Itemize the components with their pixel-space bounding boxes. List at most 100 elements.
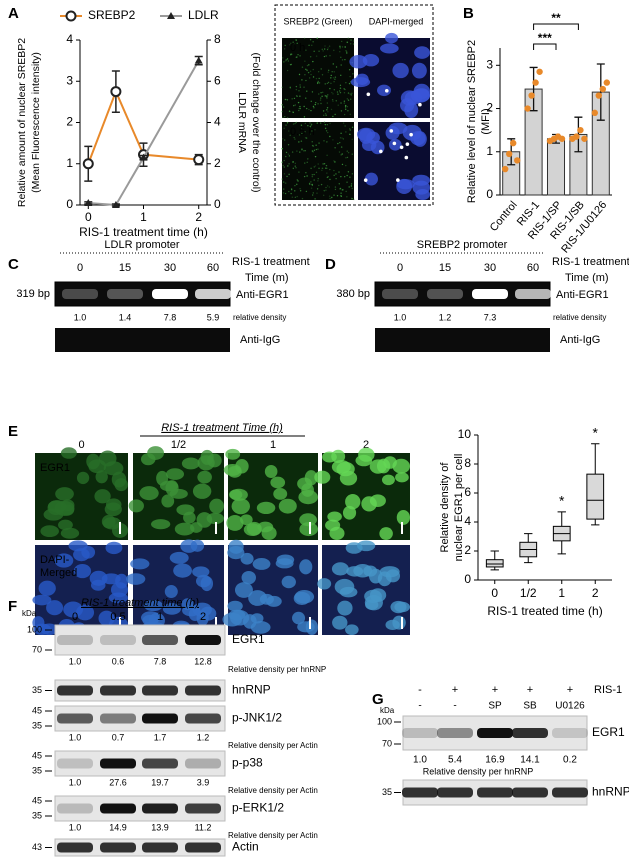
speckle	[323, 121, 326, 123]
speckle	[290, 192, 292, 195]
x-tick-label: 1/2	[520, 586, 537, 600]
nucleus	[299, 522, 318, 537]
band	[142, 758, 178, 769]
speckle	[326, 107, 329, 109]
micrograph-frame	[274, 4, 434, 206]
speckle	[352, 73, 354, 75]
speckle	[293, 97, 296, 100]
nucleus	[174, 522, 195, 536]
band	[100, 803, 136, 814]
nucleus	[357, 540, 376, 552]
speckle	[346, 150, 348, 152]
density-value: 7.8	[154, 656, 167, 666]
lane-label: 60	[207, 262, 219, 274]
lane-label: 30	[164, 262, 176, 274]
nucleus	[32, 616, 45, 630]
nucleus	[299, 559, 313, 575]
speckle	[286, 69, 289, 72]
treatment-title: RIS-1 treatment Time (h)	[161, 422, 283, 434]
speckle	[318, 93, 320, 95]
speckle	[316, 37, 318, 39]
density-value: 1.7	[154, 732, 167, 742]
nucleus	[173, 563, 192, 578]
lane-label: 15	[119, 262, 131, 274]
band	[57, 758, 93, 769]
speckle	[342, 122, 345, 124]
speckle	[325, 189, 327, 191]
marker-dot	[384, 88, 389, 93]
speckle	[323, 190, 326, 192]
speckle	[331, 91, 333, 94]
nucleus	[369, 494, 386, 508]
speckle	[339, 141, 341, 144]
band	[57, 842, 93, 853]
nucleus	[143, 600, 163, 612]
speckle	[346, 174, 348, 177]
speckle	[283, 188, 285, 190]
data-point	[139, 153, 148, 161]
band	[100, 685, 136, 696]
lane-label: 60	[527, 262, 539, 274]
column-label: 1	[270, 439, 276, 451]
speckle	[310, 73, 312, 76]
speckle	[307, 158, 309, 160]
legend-marker	[167, 12, 175, 19]
nucleus	[414, 46, 430, 59]
nucleus	[169, 488, 188, 499]
speckle	[344, 88, 346, 91]
treatment-label: Time (m)	[565, 272, 609, 284]
nucleus	[38, 580, 56, 596]
speckle	[297, 101, 300, 104]
data-point	[84, 198, 93, 206]
speckle	[322, 194, 325, 197]
time-label: 0 h	[290, 42, 305, 54]
y-tick-label: 4	[464, 514, 471, 528]
speckle	[310, 100, 312, 103]
speckle	[334, 76, 337, 78]
y-tick-label: 2	[66, 115, 73, 129]
band	[185, 713, 221, 724]
inhibitor-label: SP	[488, 701, 502, 712]
speckle	[317, 180, 319, 182]
speckle	[318, 50, 320, 52]
speckle	[316, 192, 318, 194]
marker-dot	[418, 102, 422, 107]
speckle	[343, 176, 346, 178]
speckle	[320, 97, 322, 99]
nucleus	[241, 570, 256, 585]
nucleus	[114, 478, 128, 492]
nucleus	[243, 523, 262, 537]
nucleus	[250, 620, 271, 634]
band	[437, 728, 473, 738]
nucleus	[337, 600, 353, 616]
speckle	[353, 198, 355, 201]
speckle	[321, 167, 323, 170]
speckle	[308, 44, 310, 47]
speckle	[338, 90, 341, 92]
speckle	[345, 131, 347, 133]
speckle	[316, 122, 318, 124]
band	[512, 787, 548, 798]
y2-tick-label: 6	[214, 73, 221, 87]
speckle	[295, 121, 298, 124]
protein-label: p-ERK1/2	[232, 801, 284, 815]
kda-marker: 35	[32, 720, 42, 730]
protein-label: EGR1	[232, 632, 265, 646]
speckle	[309, 126, 311, 128]
speckle	[350, 39, 352, 41]
speckle	[309, 39, 312, 41]
speckle	[326, 124, 329, 126]
speckle	[334, 78, 336, 80]
speckle	[283, 166, 285, 168]
band	[437, 787, 473, 798]
speckle	[333, 89, 336, 91]
speckle	[347, 171, 350, 173]
x-tick-label: 1	[140, 210, 147, 224]
speckle	[298, 90, 300, 92]
speckle	[305, 172, 307, 174]
speckle	[324, 123, 327, 126]
speckle	[343, 102, 346, 104]
speckle	[307, 71, 310, 74]
speckle	[299, 95, 301, 97]
nucleus	[105, 541, 123, 555]
